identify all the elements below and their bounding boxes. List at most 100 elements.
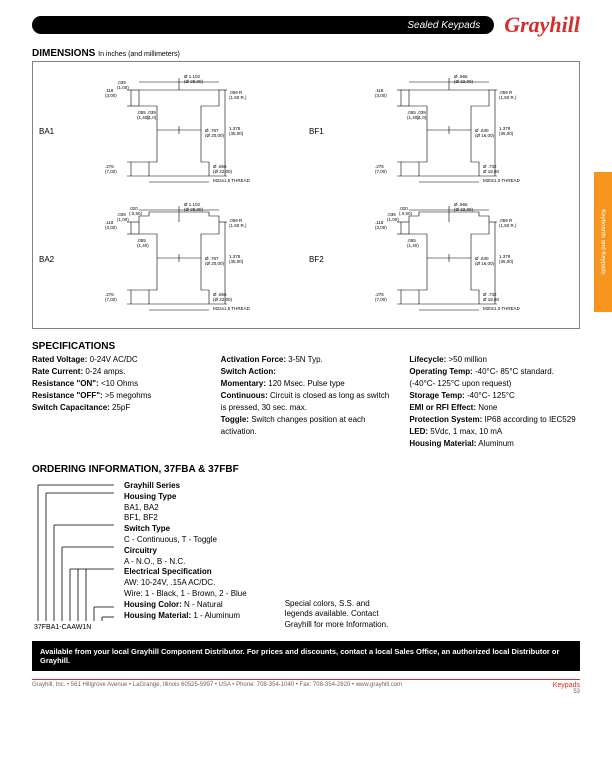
specs-col1: Rated Voltage: 0-24V AC/DCRate Current: … [32, 354, 203, 450]
dim-bf2: BF2Ø .866(Ø 22,00).118(3,00).039(1,00).0… [309, 198, 573, 320]
svg-text:1.378(35,00): 1.378(35,00) [499, 126, 514, 136]
specs-section: SPECIFICATIONS Rated Voltage: 0-24V AC/D… [32, 341, 580, 450]
footer-address: Grayhill, Inc. • 561 Hillgrove Avenue • … [32, 682, 402, 695]
ordering-line: A - N.O., B - N.C. [124, 557, 247, 568]
side-tab: Keyboards and Keypads [594, 172, 612, 312]
svg-text:.118(3,00): .118(3,00) [105, 220, 117, 230]
dim-bf1: BF1 Ø .866(Ø 22,00) .118(3,00) .059 R(1,50 … [309, 70, 573, 192]
availability-box: Available from your local Grayhill Compo… [32, 641, 580, 671]
svg-text:Ø 1.102(Ø 28,00): Ø 1.102(Ø 28,00) [184, 202, 204, 212]
svg-text:Ø .787(Ø 20,00): Ø .787(Ø 20,00) [205, 128, 225, 138]
svg-text:1.378(35,00): 1.378(35,00) [229, 254, 244, 264]
svg-text:Ø .866(Ø 22,00): Ø .866(Ø 22,00) [454, 74, 474, 84]
ordering-line: BA1, BA2 [124, 503, 247, 514]
dim-drawing-bf1: Ø .866(Ø 22,00) .118(3,00) .059 R(1,50 R.)… [339, 70, 573, 192]
spec-row: Switch Capacitance: 25pF [32, 402, 203, 414]
ordering-title: ORDERING INFORMATION, 37FBA & 37FBF [32, 464, 580, 475]
dim-label-ba1: BA1 [39, 127, 65, 136]
ordering-line: Grayhill Series [124, 481, 247, 492]
spec-row: Resistance "ON": <10 Ohms [32, 378, 203, 390]
svg-text:.039(1,00): .039(1,00) [387, 212, 399, 222]
spec-row: Resistance "OFF": >5 megohms [32, 390, 203, 402]
svg-text:Ø .787(Ø 20,00): Ø .787(Ø 20,00) [205, 256, 225, 266]
svg-text:.276(7,00): .276(7,00) [105, 292, 117, 302]
spec-row: Rated Voltage: 0-24V AC/DC [32, 354, 203, 366]
dim-ba1: BA1 Ø 1.102(Ø 28,00) .118(3,00).039(1,00).… [39, 70, 303, 192]
svg-text:.039(1,00): .039(1,00) [117, 212, 129, 222]
spec-row: Protection System: IP68 according to IEC… [409, 414, 580, 426]
spec-row: Switch Action: [221, 366, 392, 378]
specs-col3: Lifecycle: >50 millionOperating Temp: -4… [409, 354, 580, 450]
specs-col2: Activation Force: 3-5N Typ.Switch Action… [221, 354, 392, 450]
ordering-partno: 37FBA1-CAAW1N [34, 624, 91, 631]
specs-title: SPECIFICATIONS [32, 341, 580, 352]
spec-row: Lifecycle: >50 million [409, 354, 580, 366]
svg-text:.055(1,40): .055(1,40) [407, 238, 419, 248]
spec-row: Storage Temp: -40°C- 125°C [409, 390, 580, 402]
ordering-line: BF1, BF2 [124, 513, 247, 524]
ordering-section: ORDERING INFORMATION, 37FBA & 37FBF 37FB… [32, 464, 580, 631]
spec-row: Housing Material: Aluminum [409, 438, 580, 450]
spec-row: Toggle: Switch changes position at each … [221, 414, 392, 438]
spec-row: Momentary: 120 Msec. Pulse type [221, 378, 392, 390]
dim-label-ba2: BA2 [39, 255, 65, 264]
dimensions-section: DIMENSIONS In inches (and millimeters) B… [32, 48, 580, 329]
svg-text:.059 R(1,50 R.): .059 R(1,50 R.) [499, 90, 517, 100]
spec-row: EMI or RFI Effect: None [409, 402, 580, 414]
specs-columns: Rated Voltage: 0-24V AC/DCRate Current: … [32, 354, 580, 450]
svg-text:Ø .866(Ø 22,00): Ø .866(Ø 22,00) [454, 202, 474, 212]
brand-logo: Grayhill [504, 12, 580, 38]
svg-text:.276(7,00): .276(7,00) [375, 164, 387, 174]
svg-text:.039(1,00): .039(1,00) [117, 80, 129, 90]
ordering-lines: Grayhill SeriesHousing TypeBA1, BA2BF1, … [124, 481, 247, 631]
ordering-line: Wire: 1 - Black, 1 - Brown, 2 - Blue [124, 589, 247, 600]
svg-text:.276(7,00): .276(7,00) [375, 292, 387, 302]
ordering-line: Switch Type [124, 524, 247, 535]
svg-text:M22x1,5 THREAD: M22x1,5 THREAD [213, 306, 251, 311]
ordering-line: Electrical Specification [124, 567, 247, 578]
svg-text:Ø 1.102(Ø 28,00): Ø 1.102(Ø 28,00) [184, 74, 204, 84]
svg-text:.039(1,0): .039(1,0) [147, 110, 157, 120]
svg-text:1.378(35,00): 1.378(35,00) [229, 126, 244, 136]
svg-text:.059 R(1,50 R.): .059 R(1,50 R.) [229, 218, 247, 228]
dim-label-bf1: BF1 [309, 127, 335, 136]
side-tab-text: Keyboards and Keypads [600, 209, 606, 274]
ordering-bracket: 37FBA1-CAAW1N [32, 481, 116, 631]
dimensions-box: BA1Ø 1.102(Ø 28,00).118(3,00).039(1,00).… [32, 61, 580, 329]
dim-drawing-bf2: Ø .866(Ø 22,00) .118(3,00).039(1,00).020(… [339, 198, 573, 320]
svg-text:Ø .630(Ø 16,00): Ø .630(Ø 16,00) [475, 256, 495, 266]
dimensions-title: DIMENSIONS In inches (and millimeters) [32, 48, 580, 59]
svg-text:.276(7,00): .276(7,00) [105, 164, 117, 174]
svg-text:.059 R(1,50 R.): .059 R(1,50 R.) [229, 90, 247, 100]
ordering-line: C - Continuous, T - Toggle [124, 535, 247, 546]
svg-text:M20x1,0 THREAD: M20x1,0 THREAD [483, 306, 521, 311]
svg-text:.118(3,00): .118(3,00) [105, 88, 117, 98]
dim-label-bf2: BF2 [309, 255, 335, 264]
svg-text:.118(3,00): .118(3,00) [375, 220, 387, 230]
svg-text:Ø .866(Ø 22,00): Ø .866(Ø 22,00) [213, 292, 233, 302]
svg-text:Ø .732Ø 18,60: Ø .732Ø 18,60 [483, 292, 500, 302]
spec-row: Rate Current: 0-24 amps. [32, 366, 203, 378]
dim-drawing-ba1: Ø 1.102(Ø 28,00) .118(3,00).039(1,00) .059… [69, 70, 303, 192]
svg-text:.059 R(1,50 R.): .059 R(1,50 R.) [499, 218, 517, 228]
ordering-line: Housing Material: 1 - Aluminum [124, 611, 247, 622]
ordering-line: Housing Type [124, 492, 247, 503]
ordering-extra: Special colors, S.S. and legends availab… [285, 599, 395, 631]
ordering-line: Housing Color: N - Natural [124, 600, 247, 611]
dim-drawing-ba2: Ø 1.102(Ø 28,00) .118(3,00).039(1,00).020… [69, 198, 303, 320]
svg-text:1.378(35,00): 1.378(35,00) [499, 254, 514, 264]
svg-text:.020(.0,50): .020(.0,50) [129, 206, 143, 216]
svg-text:M20x1,0 THREAD: M20x1,0 THREAD [483, 178, 521, 183]
spec-row: Continuous: Circuit is closed as long as… [221, 390, 392, 414]
ordering-line: Circuitry [124, 546, 247, 557]
dim-ba2: BA2 Ø 1.102(Ø 28,00) .118(3,00).039(1,00).… [39, 198, 303, 320]
svg-text:Ø .732Ø 18,60: Ø .732Ø 18,60 [483, 164, 500, 174]
ordering-line: AW: 10-24V, .15A AC/DC. [124, 578, 247, 589]
svg-text:.055(1,40): .055(1,40) [137, 238, 149, 248]
footer-divider [32, 679, 580, 680]
svg-text:.020(.0,50): .020(.0,50) [399, 206, 413, 216]
spec-row: LED: 5Vdc, 1 max, 10 mA [409, 426, 580, 438]
footer: Grayhill, Inc. • 561 Hillgrove Avenue • … [32, 682, 580, 695]
svg-text:.118(3,00): .118(3,00) [375, 88, 387, 98]
spec-row: Activation Force: 3-5N Typ. [221, 354, 392, 366]
